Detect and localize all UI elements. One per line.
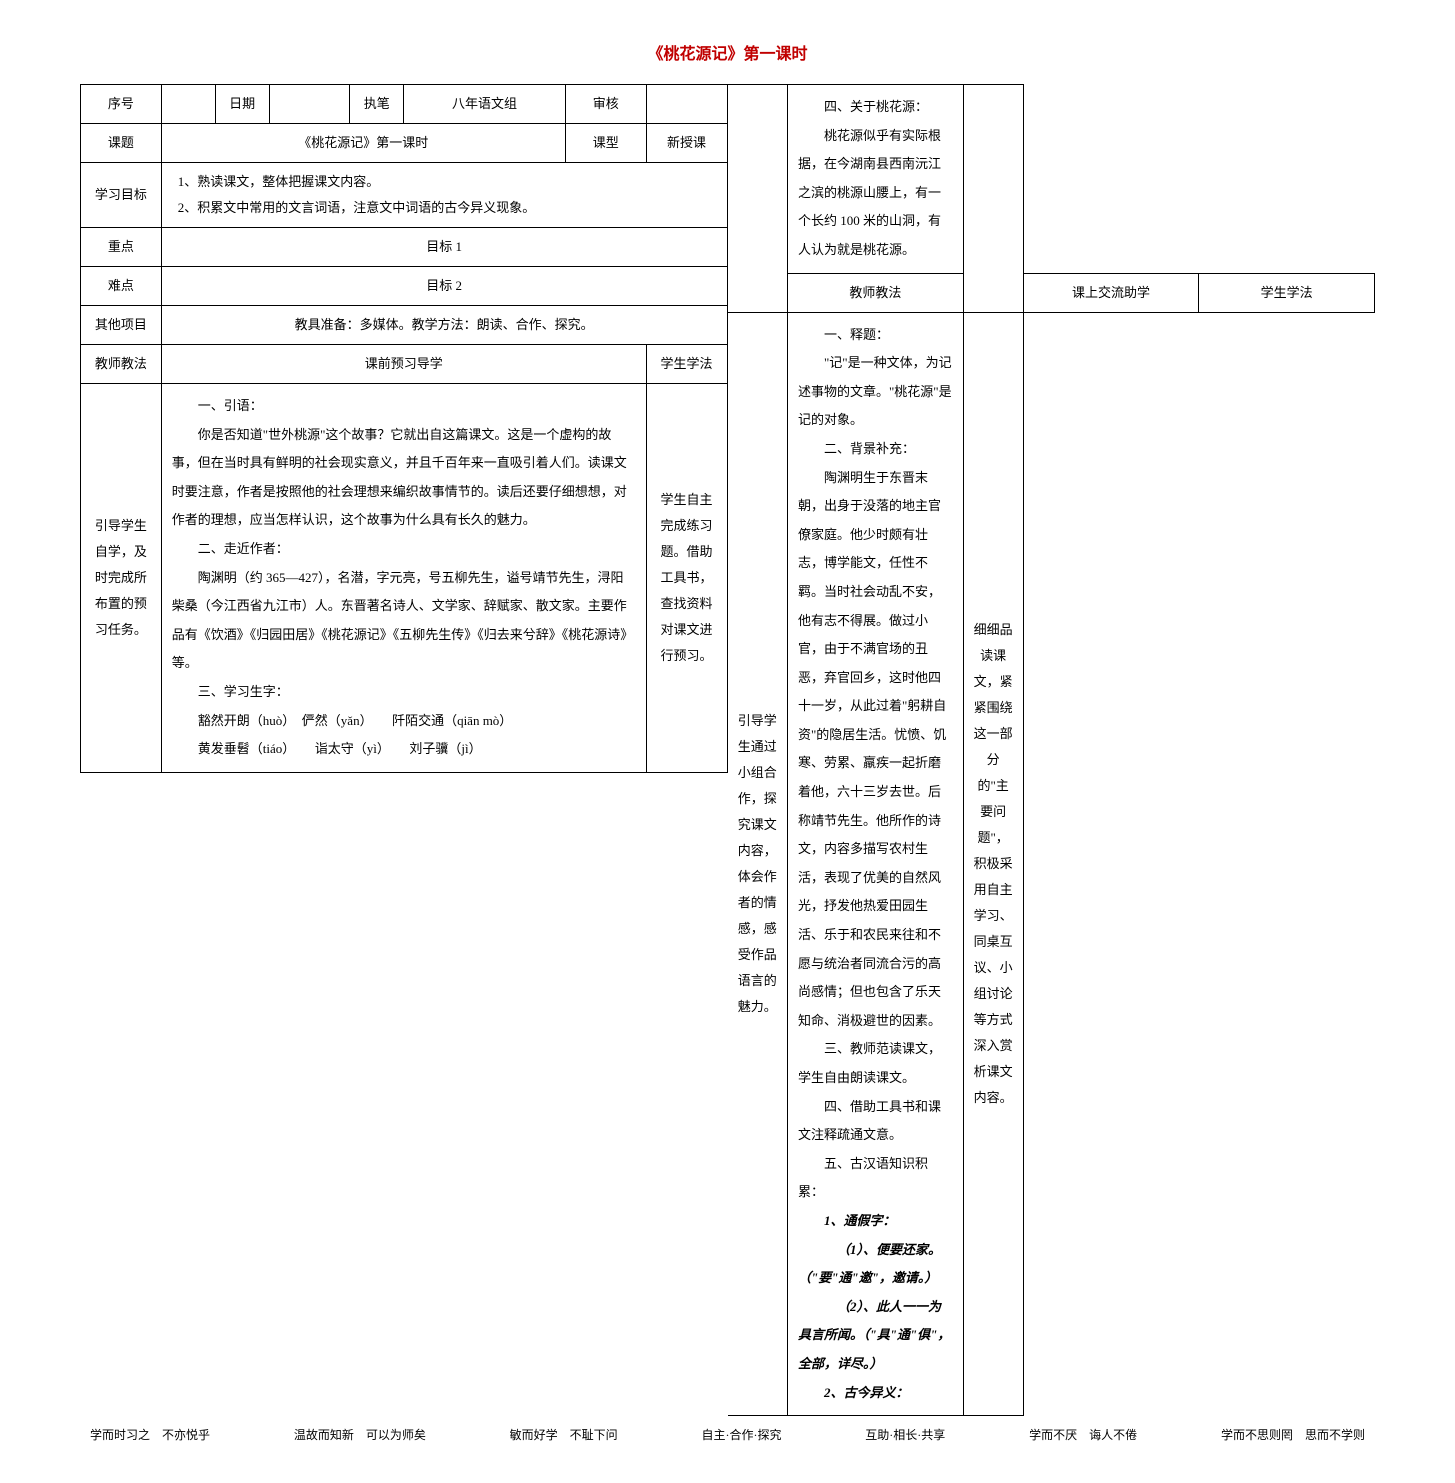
cell-key-label: 重点 [81,228,162,267]
cell-body-mid: 一、引语： 你是否知道"世外桃源"这个故事？它就出自这篇课文。这是一个虚构的故事… [161,384,646,773]
p-bg: 陶渊明生于东晋末朝，出身于没落的地主官僚家庭。他少时颇有壮志，博学能文，任性不羁… [798,464,953,1036]
h-shiti: 一、释题： [798,321,953,350]
footer-7: 学而不思则罔 思而不学则 [1221,1426,1365,1443]
goal-1: 1、熟读课文，整体把握课文内容。 [178,169,719,195]
row-top-continue: 四、关于桃花源： 桃花源似乎有实际根据，在今湖南县西南沅江之滨的桃源山腰上，有一… [728,85,1375,274]
h-read: 三、教师范读课文，学生自由朗读课文。 [798,1035,953,1092]
cell-date-val [269,85,350,124]
h-guhan: 五、古汉语知识积累： [798,1150,953,1207]
p-yinyu: 你是否知道"世外桃源"这个故事？它就出自这篇课文。这是一个虚构的故事，但在当时具… [172,421,636,535]
i-tongjia: 1、通假字： [798,1207,953,1236]
cell-review-val [646,85,727,124]
cell-body-right: 学生自主完成练习题。借助工具书，查找资料对课文进行预习。 [646,384,727,773]
row-body: 引导学生自学，及时完成所布置的预习任务。 一、引语： 你是否知道"世外桃源"这个… [81,384,728,773]
cell-goals-val: 1、熟读课文，整体把握课文内容。 2、积累文中常用的文言词语，注意文中词语的古今… [161,163,727,228]
h-yinyu: 一、引语： [172,392,636,421]
cell-r-body-left: 引导学生通过小组合作，探究课文内容，体会作者的情感，感受作品语言的魅力。 [728,312,788,1416]
cell-top-left-empty [728,85,788,313]
cell-type-label: 课型 [565,124,646,163]
cell-keti-val: 《桃花源记》第一课时 [161,124,565,163]
left-table: 序号 日期 执笔 八年语文组 审核 课题 《桃花源记》第一课时 课型 新授课 学… [80,84,728,773]
p-author: 陶渊明（约 365—427），名潜，字元亮，号五柳先生，谥号靖节先生，浔阳柴桑（… [172,564,636,678]
cell-r-class: 课上交流助学 [1023,273,1199,312]
cell-r-body-right: 细细品读课文，紧紧围绕这一部分的"主要问题"，积极采用自主学习、同桌互议、小组讨… [963,312,1023,1416]
i-tj-2: （2）、此人一一为具言所闻。（"具"通"俱"，全部，详尽。） [798,1293,953,1379]
h-about: 四、关于桃花源： [798,93,953,122]
right-column: 四、关于桃花源： 桃花源似乎有实际根据，在今湖南县西南沅江之滨的桃源山腰上，有一… [728,84,1376,1416]
row-difficulty: 难点 目标 2 [81,267,728,306]
footer-6: 学而不厌 诲人不倦 [1029,1426,1137,1443]
cell-r-body-mid: 一、释题： "记"是一种文体，为记述事物的文章。"桃花源"是记的对象。 二、背景… [788,312,964,1416]
cell-goals-label: 学习目标 [81,163,162,228]
row-title: 课题 《桃花源记》第一课时 课型 新授课 [81,124,728,163]
goal-2: 2、积累文中常用的文言词语，注意文中词语的古今异义现象。 [178,195,719,221]
cell-type-val: 新授课 [646,124,727,163]
cell-keti-label: 课题 [81,124,162,163]
right-table: 四、关于桃花源： 桃花源似乎有实际根据，在今湖南县西南沅江之滨的桃源山腰上，有一… [728,84,1376,1416]
cell-preview-guide: 课前预习导学 [161,345,646,384]
row-goals: 学习目标 1、熟读课文，整体把握课文内容。 2、积累文中常用的文言词语，注意文中… [81,163,728,228]
cell-r-teacher: 教师教法 [788,273,964,312]
h-chars: 三、学习生字： [172,678,636,707]
cell-diff-val: 目标 2 [161,267,727,306]
cell-other-label: 其他项目 [81,306,162,345]
cell-author-val: 八年语文组 [404,85,566,124]
cell-body-left: 引导学生自学，及时完成所布置的预习任务。 [81,384,162,773]
cell-r-student: 学生学法 [1199,273,1375,312]
footer-5: 互助·相长·共享 [865,1426,945,1443]
p-shiti: "记"是一种文体，为记述事物的文章。"桃花源"是记的对象。 [798,349,953,435]
cell-date: 日期 [215,85,269,124]
footer-3: 敏而好学 不耻下问 [510,1426,618,1443]
h-author: 二、走近作者： [172,535,636,564]
cell-other-val: 教具准备：多媒体。教学方法：朗读、合作、探究。 [161,306,727,345]
footer-1: 学而时习之 不亦悦乎 [90,1426,210,1443]
h-tool: 四、借助工具书和课文注释疏通文意。 [798,1093,953,1150]
cell-review: 审核 [565,85,646,124]
cell-diff-label: 难点 [81,267,162,306]
row-other: 其他项目 教具准备：多媒体。教学方法：朗读、合作、探究。 [81,306,728,345]
row-keypoint: 重点 目标 1 [81,228,728,267]
h-bg: 二、背景补充： [798,435,953,464]
cell-xuhao-val [161,85,215,124]
i-gujin: 2、古今异义： [798,1379,953,1408]
p-about: 桃花源似乎有实际根据，在今湖南县西南沅江之滨的桃源山腰上，有一个长约 100 米… [798,122,953,265]
cell-top-right-empty [963,85,1023,313]
row-header-meta: 序号 日期 执笔 八年语文组 审核 [81,85,728,124]
p-chars-b: 黄发垂髫（tiáo） 诣太守（yì） 刘子骥（jì） [172,735,636,764]
cell-author: 执笔 [350,85,404,124]
cell-top-content: 四、关于桃花源： 桃花源似乎有实际根据，在今湖南县西南沅江之滨的桃源山腰上，有一… [788,85,964,274]
left-column: 序号 日期 执笔 八年语文组 审核 课题 《桃花源记》第一课时 课型 新授课 学… [80,84,728,1416]
i-tj-1: （1）、便要还家。（"要"通"邀"，邀请。） [798,1236,953,1293]
row-method-header: 教师教法 课前预习导学 学生学法 [81,345,728,384]
two-column-layout: 序号 日期 执笔 八年语文组 审核 课题 《桃花源记》第一课时 课型 新授课 学… [80,84,1375,1416]
footer-4: 自主·合作·探究 [701,1426,781,1443]
page-title: 《桃花源记》第一课时 [80,40,1375,64]
cell-xuhao: 序号 [81,85,162,124]
row-right-header: 教师教法 课上交流助学 学生学法 [728,273,1375,312]
footer-2: 温故而知新 可以为师矣 [294,1426,426,1443]
p-chars-a: 豁然开朗（huò） 俨然（yǎn） 阡陌交通（qiān mò） [172,707,636,736]
cell-key-val: 目标 1 [161,228,727,267]
row-right-body: 引导学生通过小组合作，探究课文内容，体会作者的情感，感受作品语言的魅力。 一、释… [728,312,1375,1416]
footer: 学而时习之 不亦悦乎 温故而知新 可以为师矣 敏而好学 不耻下问 自主·合作·探… [80,1426,1375,1443]
cell-teacher-method: 教师教法 [81,345,162,384]
cell-student-method: 学生学法 [646,345,727,384]
